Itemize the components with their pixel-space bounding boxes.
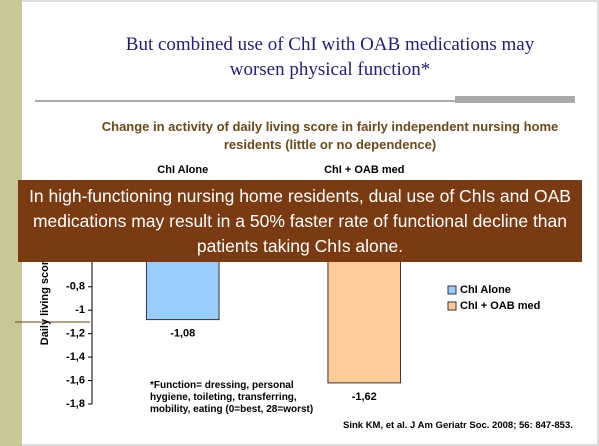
y-tick-label: -0,8 bbox=[66, 281, 85, 293]
legend-swatch bbox=[447, 301, 457, 311]
value-label: -1,62 bbox=[352, 391, 377, 403]
legend-label: ChI + OAB med bbox=[460, 300, 540, 312]
y-tick-label: -1,4 bbox=[66, 351, 86, 363]
category-label: ChI Alone bbox=[157, 164, 208, 176]
citation: Sink KM, et al. J Am Geriatr Soc. 2008; … bbox=[343, 420, 573, 431]
slide-title: But combined use of ChI with OAB medicat… bbox=[125, 34, 535, 80]
title-rule-bar bbox=[455, 96, 575, 103]
y-tick-label: -1,6 bbox=[66, 374, 85, 386]
legend-swatch bbox=[447, 285, 457, 295]
y-tick-label: -1,2 bbox=[66, 328, 85, 340]
y-axis-label: Daily living score bbox=[39, 255, 51, 345]
y-tick-label: -1,8 bbox=[66, 398, 85, 410]
y-tick-label: -1 bbox=[75, 304, 85, 316]
footnote: *Function= dressing, personal hygiene, t… bbox=[150, 380, 314, 415]
chart-title: Change in activity of daily living score… bbox=[101, 119, 559, 152]
category-label: ChI + OAB med bbox=[324, 164, 404, 176]
side-stripe bbox=[0, 0, 22, 446]
value-label: -1,08 bbox=[170, 328, 195, 340]
legend-label: ChI Alone bbox=[460, 284, 511, 296]
callout: In high-functioning nursing home residen… bbox=[18, 180, 582, 262]
